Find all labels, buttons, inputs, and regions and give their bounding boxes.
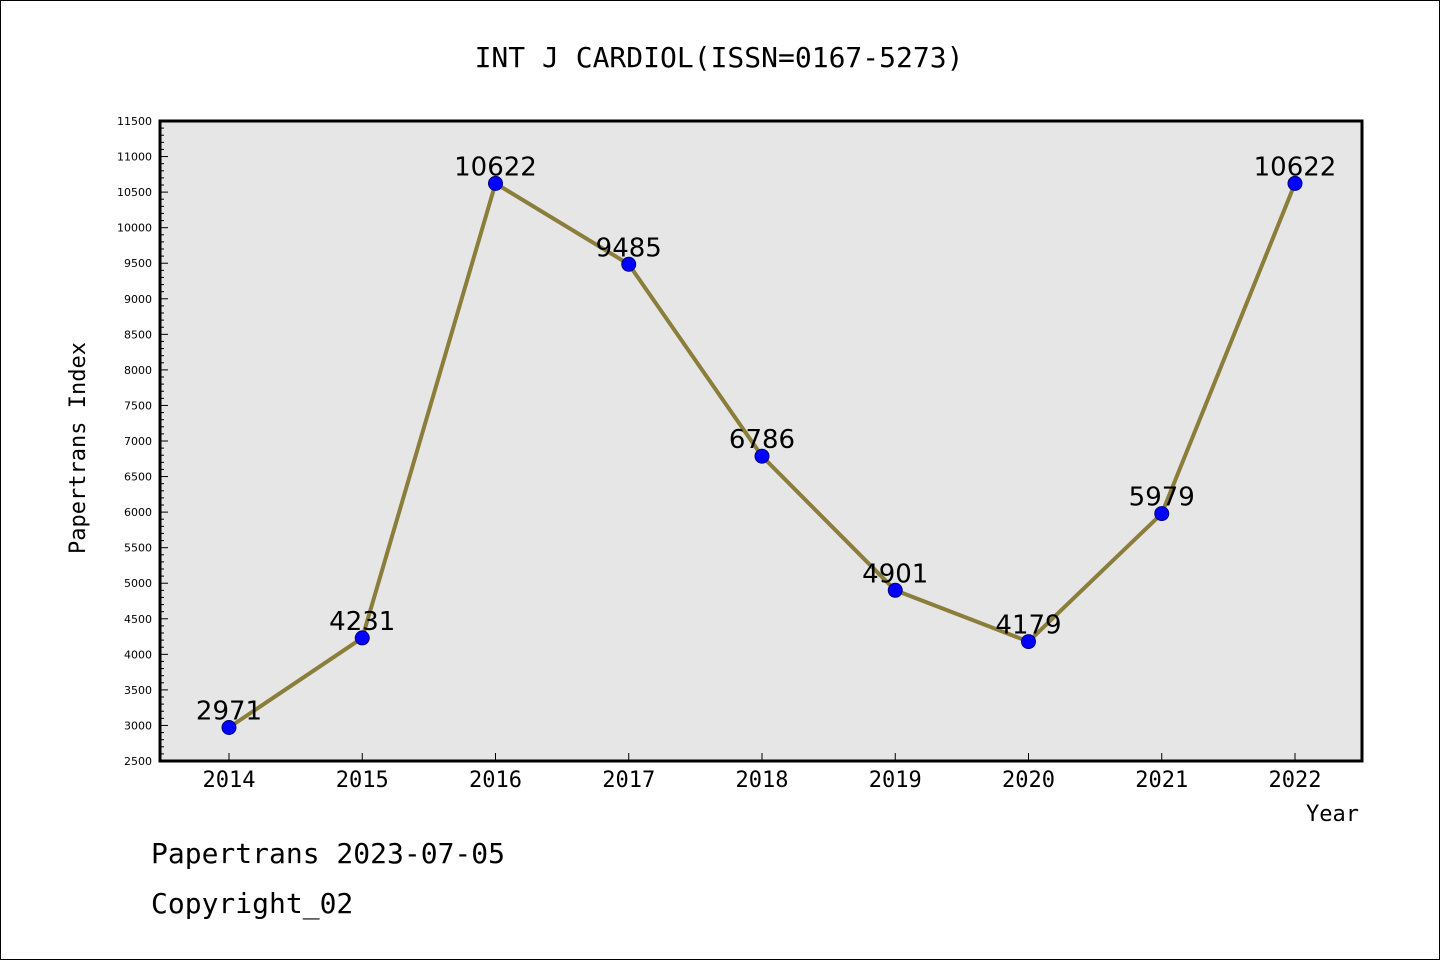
data-point	[221, 720, 237, 736]
data-points	[221, 175, 1303, 736]
y-tick-label: 5000	[124, 577, 152, 590]
data-point	[1154, 506, 1170, 522]
data-label: 9485	[596, 233, 662, 263]
footer-copyright: Copyright_02	[151, 887, 354, 920]
y-tick-label: 11000	[117, 151, 152, 164]
y-tick-label: 2500	[124, 755, 152, 768]
data-label: 4901	[862, 559, 928, 589]
y-tick-label: 7500	[124, 399, 152, 412]
data-point	[621, 256, 637, 272]
y-tick-label: 6500	[124, 471, 152, 484]
x-tick-label: 2022	[1269, 768, 1322, 793]
x-tick-label: 2015	[336, 768, 389, 793]
y-tick-label: 8000	[124, 364, 152, 377]
chart-title: INT J CARDIOL(ISSN=0167-5273)	[475, 41, 964, 74]
x-tick-label: 2016	[469, 768, 522, 793]
y-tick-label: 7000	[124, 435, 152, 448]
y-tick-label: 8500	[124, 328, 152, 341]
data-point	[887, 582, 903, 598]
y-tick-label: 3000	[124, 719, 152, 732]
data-label: 6786	[729, 425, 795, 455]
data-point	[1021, 634, 1036, 650]
x-axis-label: Year	[1306, 802, 1359, 827]
plot-area	[158, 119, 1364, 763]
data-label: 10622	[1254, 152, 1337, 182]
y-tick-label: 6000	[124, 506, 152, 519]
footer-source: Papertrans 2023-07-05	[151, 837, 506, 870]
x-tick-label: 2014	[203, 768, 256, 793]
data-label: 4179	[995, 611, 1061, 641]
y-tick-label: 5500	[124, 542, 152, 555]
data-label: 2971	[196, 697, 262, 727]
y-axis-label: Papertrans Index	[66, 342, 91, 554]
y-tick-label: 9000	[124, 293, 152, 306]
x-tick-label: 2018	[736, 768, 789, 793]
data-point	[754, 448, 770, 464]
y-tick-label: 10500	[117, 186, 152, 199]
data-label: 10622	[454, 152, 537, 182]
data-label: 4231	[329, 607, 395, 637]
data-point	[1287, 175, 1303, 191]
y-tick-label: 9500	[124, 257, 152, 270]
y-tick-label: 10000	[117, 222, 152, 235]
y-tick-label: 11500	[117, 115, 152, 128]
data-point	[354, 630, 370, 646]
y-axis-ticks: 2500 3000 3500 4000 4500 5000 5500 6000 6500 7000…	[117, 115, 168, 768]
data-labels: 2971 4231 10622 9485 6786 4901 4179 5979 10622	[196, 152, 1336, 726]
data-label: 5979	[1129, 483, 1195, 513]
y-tick-label: 3500	[124, 684, 152, 697]
x-tick-label: 2020	[1002, 768, 1055, 793]
data-point	[488, 175, 503, 191]
x-tick-label: 2017	[602, 768, 655, 793]
y-tick-label: 4000	[124, 648, 152, 661]
x-tick-label: 2021	[1135, 768, 1188, 793]
y-tick-label: 4500	[124, 613, 152, 626]
x-tick-label: 2019	[869, 768, 922, 793]
x-axis-ticks: 2014 2015 2016 2017 2018 2019 2020 2021 2022	[203, 753, 1322, 793]
